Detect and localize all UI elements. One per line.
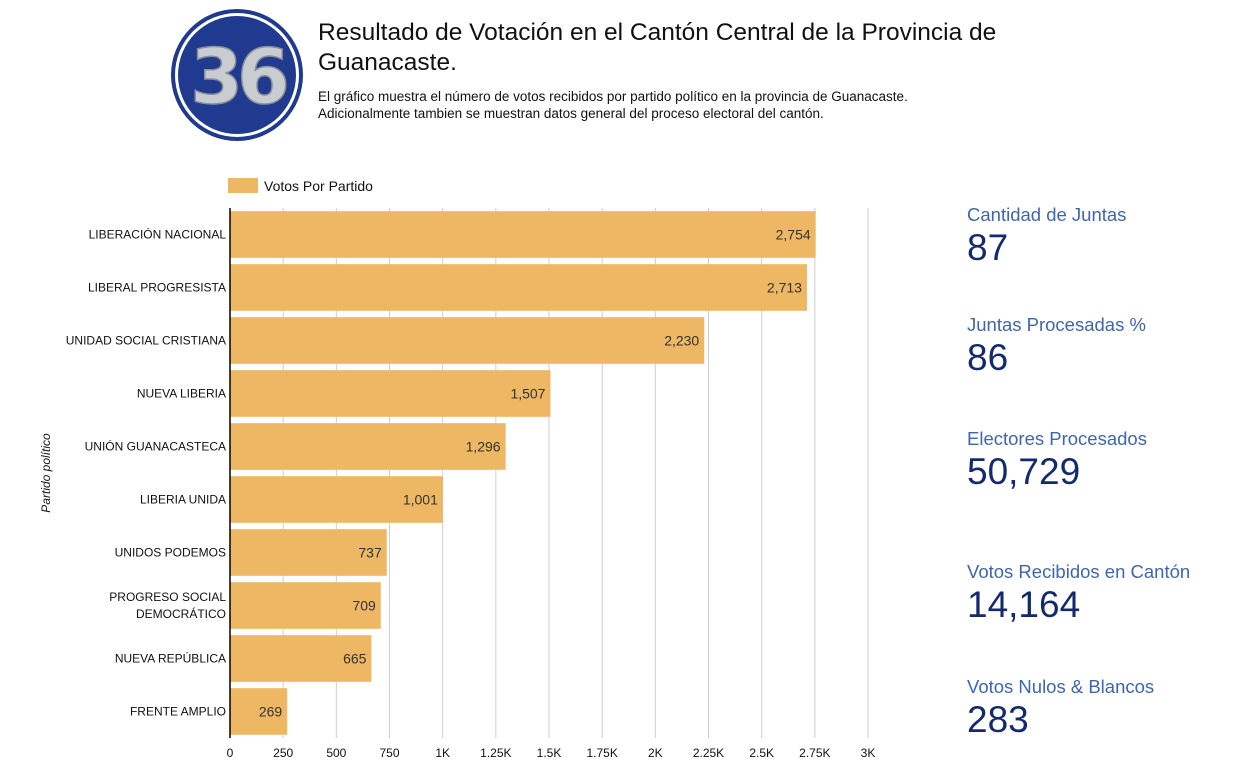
subtitle-line-1: El gráfico muestra el número de votos re…	[318, 89, 908, 104]
stat-label-juntas: Cantidad de Juntas	[967, 204, 1127, 225]
stat-label-nulos: Votos Nulos & Blancos	[967, 676, 1155, 697]
subtitle-line-2: Adicionalmente tambien se muestran datos…	[318, 106, 824, 121]
category-label: LIBERIA UNIDA	[140, 493, 226, 507]
x-tick-label: 1.25K	[480, 746, 511, 760]
logo-text: 36	[190, 32, 286, 121]
bar-chart-svg: 2,754 LIBERACIÓN NACIONAL 2,713 LIBERAL PRO…	[39, 178, 876, 760]
bar	[230, 423, 506, 470]
x-tick-label: 2K	[648, 746, 663, 760]
x-tick-label: 2.25K	[693, 746, 724, 760]
bar	[230, 529, 387, 576]
data-label: 1,296	[466, 439, 501, 455]
bar	[230, 370, 551, 417]
x-tick-label: 1.75K	[586, 746, 617, 760]
bar	[230, 582, 381, 629]
title-line-2: Guanacaste.	[318, 49, 457, 76]
subtitle: El gráfico muestra el número de votos re…	[318, 88, 1098, 122]
legend-swatch	[228, 178, 258, 193]
legend-label: Votos Por Partido	[264, 178, 373, 194]
category-label: UNIÓN GUANACASTECA	[85, 439, 226, 454]
stats-panel: Cantidad de Juntas 87 Juntas Procesadas …	[967, 0, 1257, 777]
category-label: LIBERACIÓN NACIONAL	[89, 227, 227, 242]
data-label: 665	[343, 651, 367, 667]
x-tick-label: 750	[379, 746, 399, 760]
bar-chart: 2,754 LIBERACIÓN NACIONAL 2,713 LIBERAL PRO…	[0, 160, 940, 777]
data-label: 269	[259, 704, 283, 720]
stat-value-nulos: 283	[967, 699, 1029, 740]
page-title: Resultado de Votación en el Cantón Centr…	[318, 18, 1098, 78]
bar	[230, 317, 705, 364]
data-label: 2,230	[664, 333, 699, 349]
bar	[230, 688, 288, 735]
bar	[230, 476, 443, 523]
data-label: 1,507	[510, 386, 545, 402]
x-tick-label: 250	[273, 746, 293, 760]
stat-label-electores: Electores Procesados	[967, 428, 1147, 449]
x-tick-label: 2.75K	[799, 746, 830, 760]
category-label: LIBERAL PROGRESISTA	[88, 281, 226, 295]
data-label: 737	[358, 545, 382, 561]
category-label: UNIDAD SOCIAL CRISTIANA	[66, 334, 226, 348]
y-axis-title: Partido político	[39, 433, 53, 513]
data-label: 1,001	[403, 492, 438, 508]
x-tick-label: 1K	[435, 746, 450, 760]
x-tick-label: 0	[227, 746, 234, 760]
logo-disc	[178, 16, 296, 134]
x-tick-label: 1.5K	[537, 746, 562, 760]
x-tick-label: 3K	[861, 746, 876, 760]
stat-label-procesadas: Juntas Procesadas %	[967, 314, 1146, 335]
data-label: 709	[352, 598, 376, 614]
category-label: FRENTE AMPLIO	[130, 705, 226, 719]
data-label: 2,713	[767, 280, 802, 296]
category-label: DEMOCRÁTICO	[136, 606, 226, 621]
header: Resultado de Votación en el Cantón Centr…	[318, 18, 1098, 122]
category-label: NUEVA LIBERIA	[137, 387, 226, 401]
category-label: PROGRESO SOCIAL	[109, 590, 226, 604]
bar	[230, 635, 372, 682]
x-tick-label: 500	[326, 746, 346, 760]
logo-36: 36	[171, 9, 303, 141]
bar	[230, 211, 816, 258]
bar	[230, 264, 807, 311]
stat-value-procesadas: 86	[967, 337, 1009, 378]
category-label: UNIDOS PODEMOS	[115, 546, 226, 560]
stat-value-recibidos: 14,164	[967, 584, 1081, 625]
stat-label-recibidos: Votos Recibidos en Cantón	[967, 561, 1191, 582]
category-label: NUEVA REPÚBLICA	[115, 651, 226, 666]
title-line-1: Resultado de Votación en el Cantón Centr…	[318, 19, 997, 46]
x-tick-label: 2.5K	[749, 746, 774, 760]
data-label: 2,754	[776, 227, 811, 243]
stat-value-electores: 50,729	[967, 451, 1081, 492]
stat-value-juntas: 87	[967, 227, 1009, 268]
